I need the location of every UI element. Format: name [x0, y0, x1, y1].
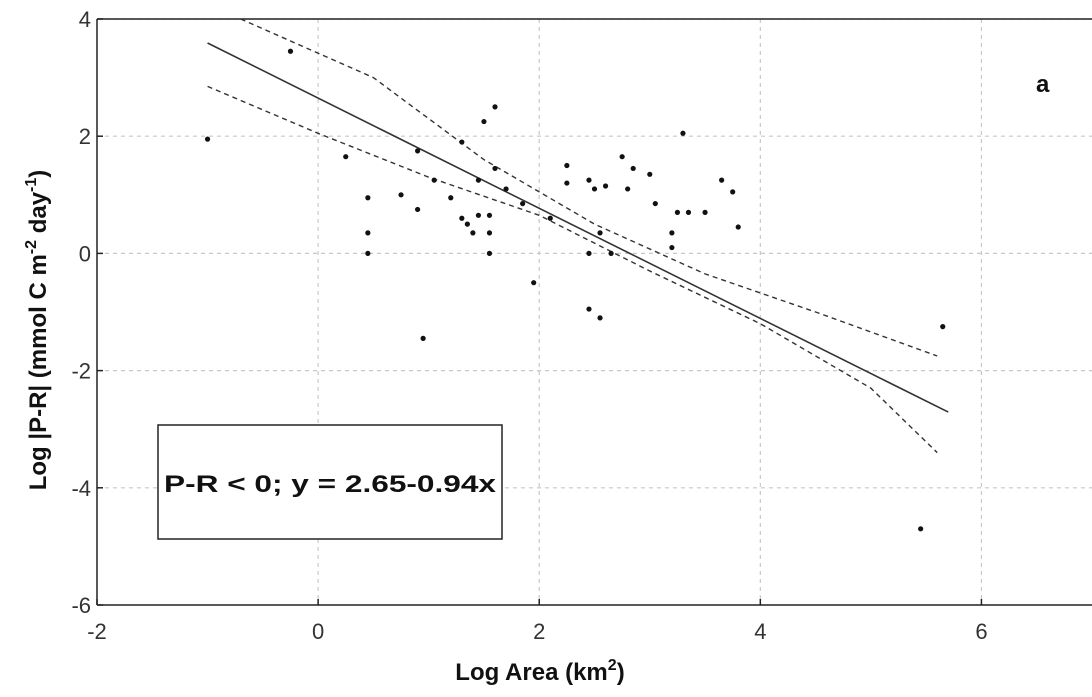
x-axis-title: Log Area (km2): [455, 657, 624, 686]
panel-label: a: [1036, 71, 1050, 98]
data-point: [487, 230, 492, 235]
data-point: [448, 195, 453, 200]
data-point: [432, 178, 437, 183]
y-tick-label: -2: [71, 359, 91, 384]
y-axis-title-close: ): [25, 170, 52, 178]
data-point: [492, 166, 497, 171]
data-point: [940, 324, 945, 329]
equation-label: P-R < 0; y = 2.65-0.94x: [164, 471, 497, 498]
y-axis-title-main: Log |P-R| (mmol C m: [25, 254, 52, 490]
data-point: [669, 230, 674, 235]
x-tick-label: 2: [533, 619, 545, 644]
data-point: [365, 251, 370, 256]
data-point: [586, 306, 591, 311]
data-point: [415, 207, 420, 212]
data-point: [476, 178, 481, 183]
data-point: [487, 251, 492, 256]
data-point: [343, 154, 348, 159]
y-axis-title-superscript-2: -1: [23, 178, 40, 192]
data-point: [586, 251, 591, 256]
data-point: [531, 280, 536, 285]
data-point: [503, 186, 508, 191]
x-tick-label: 0: [312, 619, 324, 644]
y-axis-title-superscript-1: -2: [23, 240, 40, 254]
data-point: [365, 230, 370, 235]
data-point: [686, 210, 691, 215]
y-axis-title-mid: day: [25, 191, 52, 240]
data-point: [564, 163, 569, 168]
x-tick-label: 4: [754, 619, 766, 644]
data-point: [680, 131, 685, 136]
data-point: [620, 154, 625, 159]
data-point: [918, 526, 923, 531]
y-tick-label: -6: [71, 593, 91, 618]
data-point: [465, 222, 470, 227]
data-point: [487, 213, 492, 218]
x-tick-label: -2: [87, 619, 107, 644]
x-axis-title-main: Log Area (km: [455, 659, 607, 686]
data-point: [586, 178, 591, 183]
data-point: [470, 230, 475, 235]
data-point: [647, 172, 652, 177]
x-tick-label: 6: [975, 619, 987, 644]
data-point: [288, 49, 293, 54]
data-point: [669, 245, 674, 250]
data-point: [597, 315, 602, 320]
y-axis-title: Log |P-R| (mmol C m-2 day-1): [23, 170, 52, 491]
data-point: [653, 201, 658, 206]
y-tick-label: 0: [79, 241, 91, 266]
data-point: [365, 195, 370, 200]
data-point: [421, 336, 426, 341]
y-tick-label: -4: [71, 476, 91, 501]
data-point: [730, 189, 735, 194]
data-point: [459, 216, 464, 221]
y-tick-label: 2: [79, 124, 91, 149]
data-point: [564, 180, 569, 185]
data-point: [415, 148, 420, 153]
data-point: [398, 192, 403, 197]
data-point: [603, 183, 608, 188]
data-point: [719, 178, 724, 183]
data-point: [459, 139, 464, 144]
data-point: [492, 104, 497, 109]
data-point: [675, 210, 680, 215]
data-point: [702, 210, 707, 215]
data-point: [631, 166, 636, 171]
data-point: [736, 224, 741, 229]
data-point: [592, 186, 597, 191]
x-axis-title-superscript: 2: [608, 657, 617, 674]
data-point: [548, 216, 553, 221]
data-point: [608, 251, 613, 256]
data-point: [597, 230, 602, 235]
y-tick-label: 4: [79, 7, 91, 32]
x-axis-title-close: ): [617, 659, 625, 686]
data-point: [520, 201, 525, 206]
data-point: [625, 186, 630, 191]
data-point: [205, 137, 210, 142]
data-point: [476, 213, 481, 218]
data-point: [481, 119, 486, 124]
